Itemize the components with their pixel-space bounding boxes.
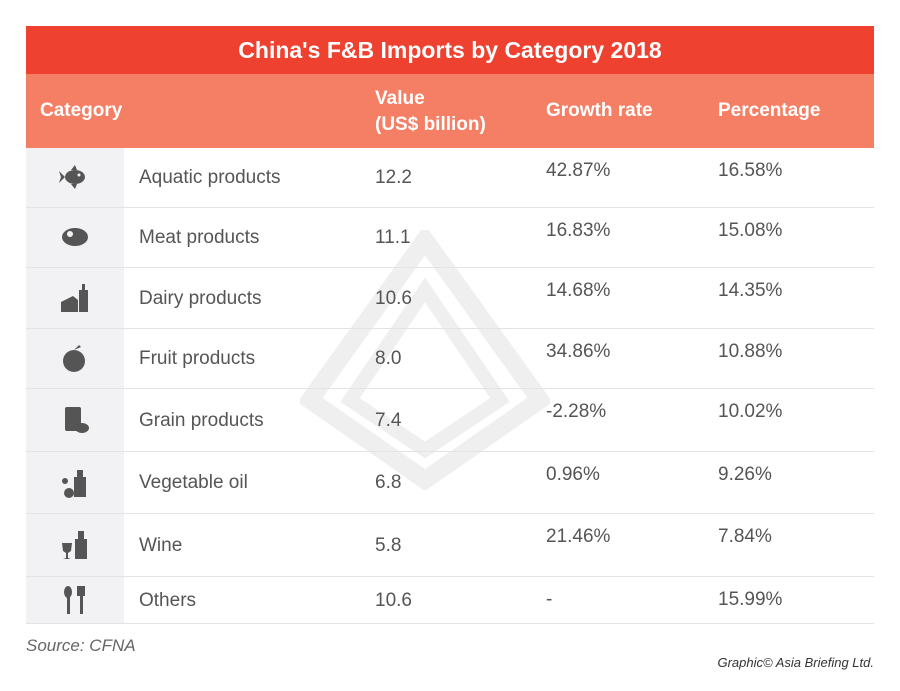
table-row: Grain products 7.4 -2.28% 10.02% (26, 389, 874, 452)
value-cell: 10.6 (375, 287, 412, 309)
category-cell: Aquatic products (139, 167, 281, 188)
table-row: Meat products 11.1 16.83% 15.08% (26, 208, 874, 268)
percentage-cell: 7.84% (718, 526, 772, 547)
watermark-logo (300, 230, 550, 490)
table-row: Aquatic products 12.2 42.87% 16.58% (26, 148, 874, 208)
table-row: Wine 5.8 21.46% 7.84% (26, 514, 874, 577)
source-note: Source: CFNA (26, 636, 136, 655)
header-percentage: Percentage (718, 100, 821, 121)
table-row: Dairy products 10.6 14.68% 14.35% (26, 268, 874, 329)
category-cell: Others (139, 589, 197, 611)
percentage-cell: 15.08% (718, 220, 783, 241)
fruit-icon (26, 329, 124, 388)
growth-cell: - (546, 589, 553, 610)
credit-note: Graphic© Asia Briefing Ltd. (717, 655, 874, 670)
growth-cell: -2.28% (546, 401, 607, 422)
table-row: Others 10.6 - 15.99% (26, 577, 874, 624)
header-value-1: Value (375, 88, 425, 109)
table-header: Category Value (US$ billion) Growth rate… (26, 74, 874, 148)
growth-cell: 16.83% (546, 220, 611, 241)
growth-cell: 21.46% (546, 526, 611, 547)
category-cell: Grain products (139, 409, 264, 431)
category-cell: Fruit products (139, 348, 256, 369)
category-cell: Vegetable oil (139, 472, 248, 493)
percentage-cell: 10.88% (718, 341, 783, 362)
cutlery-icon (26, 577, 124, 623)
value-cell: 7.4 (375, 409, 402, 431)
table-row: Vegetable oil 6.8 0.96% 9.26% (26, 452, 874, 514)
percentage-cell: 10.02% (718, 401, 783, 422)
percentage-cell: 15.99% (718, 589, 783, 610)
table-title: China's F&B Imports by Category 2018 (26, 26, 874, 74)
category-cell: Dairy products (139, 287, 262, 309)
category-cell: Meat products (139, 227, 260, 248)
header-growth: Growth rate (546, 100, 653, 121)
header-category: Category (40, 100, 123, 121)
value-cell: 11.1 (375, 227, 411, 248)
meat-icon (26, 208, 124, 267)
percentage-cell: 14.35% (718, 280, 783, 301)
growth-cell: 42.87% (546, 160, 611, 181)
header-value-2: (US$ billion) (375, 114, 486, 135)
value-cell: 6.8 (375, 472, 402, 493)
wine-icon (26, 514, 124, 576)
value-cell: 8.0 (375, 348, 402, 369)
percentage-cell: 16.58% (718, 160, 783, 181)
category-cell: Wine (139, 534, 183, 556)
oil-icon (26, 452, 124, 513)
growth-cell: 0.96% (546, 464, 600, 485)
dairy-icon (26, 268, 124, 328)
table-row: Fruit products 8.0 34.86% 10.88% (26, 329, 874, 389)
growth-cell: 34.86% (546, 341, 611, 362)
value-cell: 5.8 (375, 534, 402, 556)
grain-icon (26, 389, 124, 451)
fish-icon (26, 148, 124, 207)
percentage-cell: 9.26% (718, 464, 772, 485)
value-cell: 10.6 (375, 589, 412, 611)
value-cell: 12.2 (375, 167, 412, 188)
growth-cell: 14.68% (546, 280, 611, 301)
